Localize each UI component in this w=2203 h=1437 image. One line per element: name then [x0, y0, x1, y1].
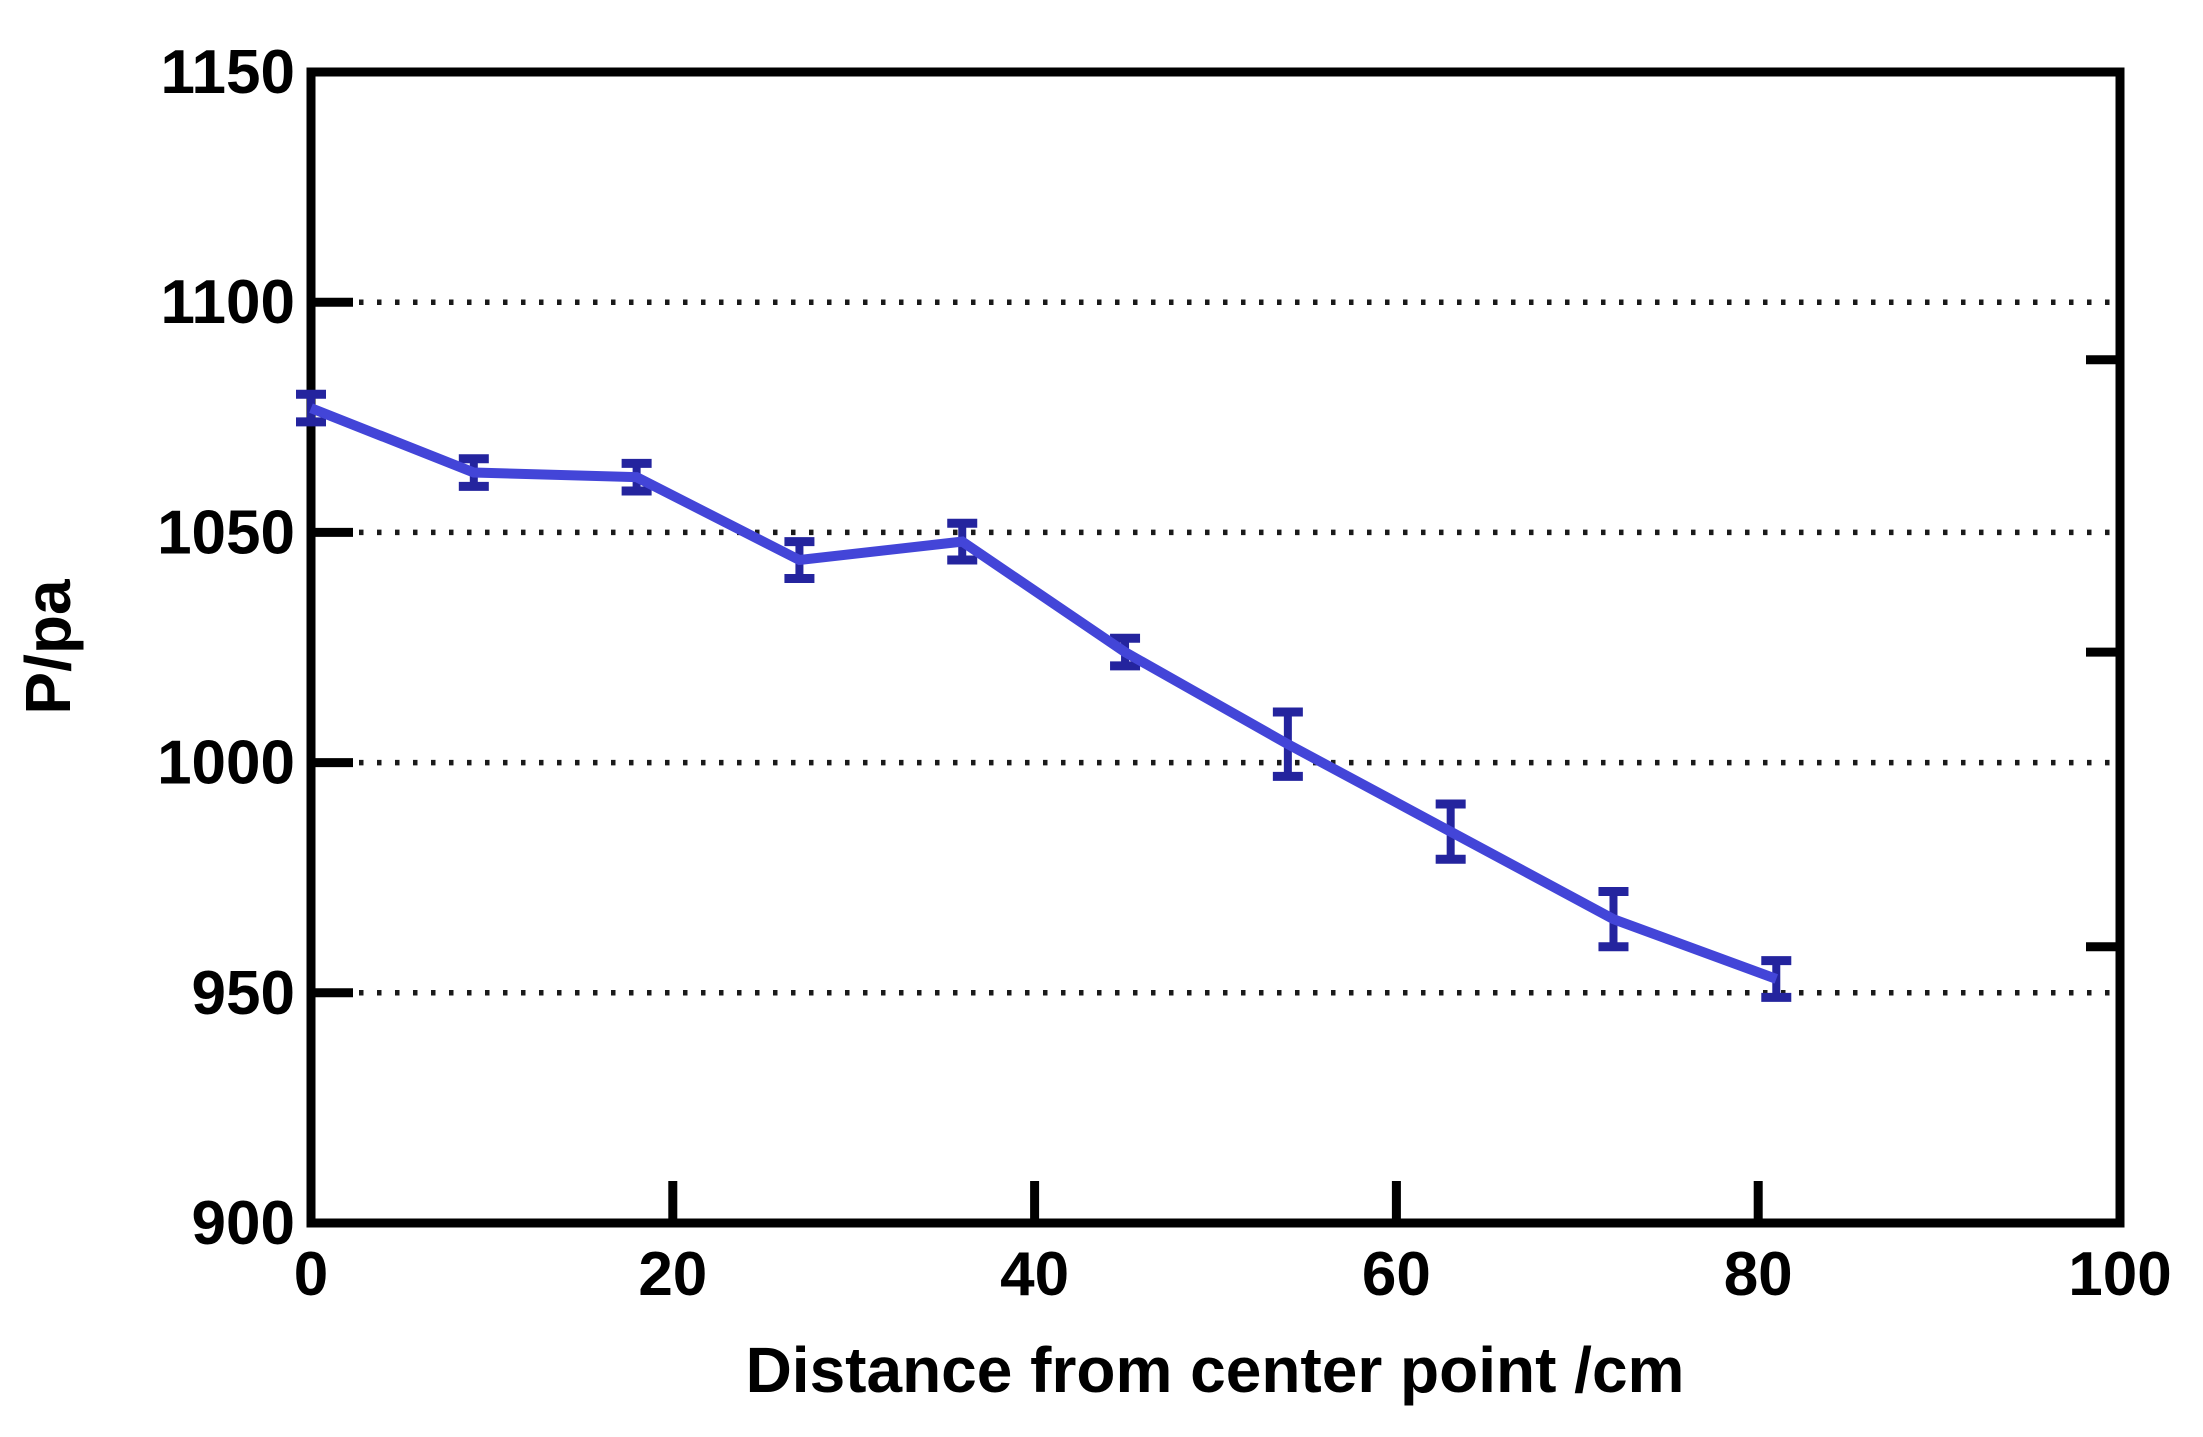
plot-frame: [306, 67, 2125, 1228]
y-tick-label: 1150: [160, 38, 295, 107]
axis-frame-layer: [306, 67, 2125, 1228]
error-bar: [296, 389, 326, 427]
y-tick-label: 950: [192, 959, 295, 1028]
gridline-layer: [359, 299, 2114, 996]
x-tick-label: 80: [1724, 1240, 1793, 1309]
y-tick-label: 1050: [157, 498, 295, 567]
x-tick-label: 100: [2068, 1240, 2171, 1309]
y-axis-title: P/pa: [12, 579, 84, 715]
tick-label-layer: 900 950 1000 1050 1100 1150 0 20 40 60 80 100: [157, 38, 2172, 1309]
x-tick-label: 0: [294, 1240, 328, 1309]
y-tick-label: 1100: [160, 268, 295, 337]
x-tick-label: 60: [1362, 1240, 1431, 1309]
y-tick-label: 900: [192, 1189, 295, 1258]
error-bar: [1761, 956, 1792, 1002]
data-series-line: [309, 403, 1779, 984]
x-axis-title: Distance from center point /cm: [746, 1334, 1685, 1406]
y-tick-label: 1000: [157, 729, 295, 798]
x-tick-label: 20: [638, 1240, 707, 1309]
x-tick-label: 40: [1000, 1240, 1069, 1309]
data-series-layer: [296, 389, 1792, 1002]
